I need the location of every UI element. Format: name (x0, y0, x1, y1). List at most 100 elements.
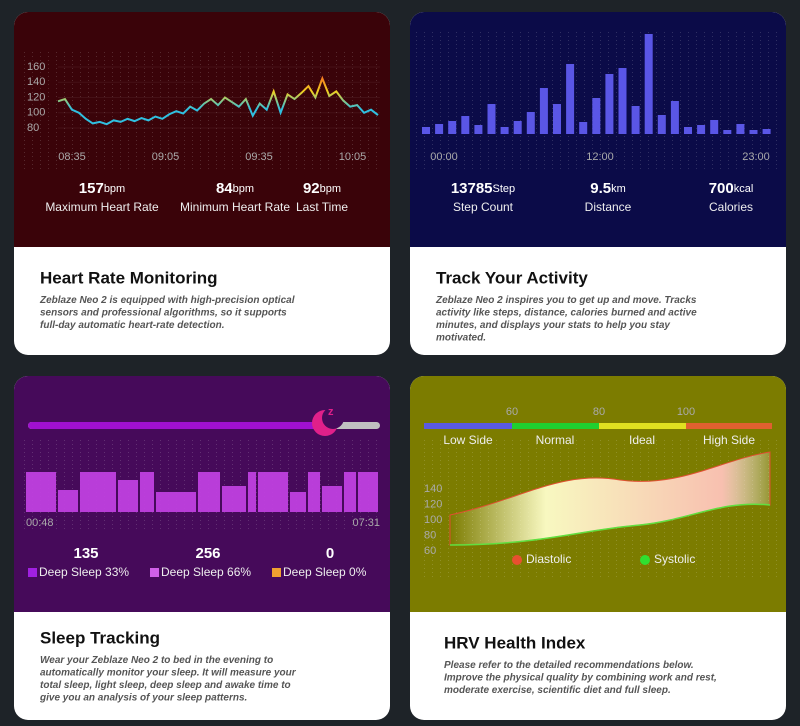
unit: bpm (320, 183, 341, 195)
legend-swatch (150, 568, 159, 577)
legend-label: Systolic (654, 552, 695, 566)
stat-label: Deep Sleep 66% (161, 565, 251, 579)
activity-bar (474, 125, 483, 134)
activity-bar (553, 104, 561, 134)
zone-label: High Side (703, 433, 755, 447)
stat-label: Last Time (296, 200, 348, 214)
activity-bar (579, 122, 588, 134)
card-sleep: z (14, 376, 390, 720)
x-tick-label: 00:00 (430, 151, 458, 163)
x-tick-label: 00:48 (26, 517, 54, 529)
y-tick-label: 80 (424, 529, 436, 541)
x-tick-label: 10:05 (339, 151, 367, 163)
y-tick-label: 60 (424, 545, 436, 557)
svg-text:z: z (328, 406, 334, 418)
description: Please refer to the detailed recommendat… (444, 660, 717, 696)
unit: bpm (104, 183, 125, 195)
legend-swatch (272, 568, 281, 577)
stat-label: Distance (585, 200, 632, 214)
activity-bar (723, 130, 732, 134)
x-tick-label: 07:31 (352, 517, 380, 529)
x-tick-label: 09:05 (152, 151, 180, 163)
activity-bar (657, 115, 666, 134)
value: 84 (216, 180, 233, 197)
card-title: HRV Health Index (444, 633, 586, 652)
heart-line (57, 75, 379, 126)
y-tick-label: 160 (27, 61, 45, 73)
activity-bar (697, 125, 706, 134)
stat-value: 9.5km (590, 180, 626, 197)
activity-bar (461, 116, 470, 134)
card-hrv (410, 376, 786, 720)
value: 92 (303, 180, 320, 197)
value: 9.5 (590, 180, 611, 197)
y-tick-label: 120 (27, 91, 45, 103)
stat-value: 157bpm (79, 180, 125, 197)
unit: bpm (233, 183, 254, 195)
card-title: Heart Rate Monitoring (40, 268, 218, 287)
y-tick-label: 100 (424, 514, 442, 526)
activity-bar (487, 104, 496, 134)
value: 13785 (451, 180, 493, 197)
legend-swatch (28, 568, 37, 577)
stat-value: 13785Step (451, 180, 515, 197)
x-tick-label: 09:35 (245, 151, 273, 163)
legend-dot (512, 555, 522, 565)
activity-bar (749, 130, 758, 134)
stat-label: Deep Sleep 0% (283, 565, 367, 579)
scale-label: 60 (506, 406, 518, 418)
stat-value: 0 (326, 545, 334, 562)
activity-bar (592, 98, 601, 134)
activity-bar (422, 127, 430, 134)
activity-bar (605, 74, 614, 134)
unit: km (611, 183, 626, 195)
scale-label: 80 (593, 406, 605, 418)
activity-bar (710, 120, 719, 134)
value: 157 (79, 180, 104, 197)
y-tick-label: 80 (27, 122, 39, 134)
description: Zeblaze Neo 2 is equipped with high-prec… (39, 295, 295, 331)
stat-label: Calories (709, 200, 753, 214)
zone-label: Low Side (443, 433, 493, 447)
stat-label: Minimum Heart Rate (180, 200, 290, 214)
activity-bar (539, 88, 548, 134)
stat-value: 135 (73, 545, 98, 562)
y-tick-label: 140 (424, 483, 442, 495)
x-tick-label: 12:00 (586, 151, 614, 163)
activity-bar (566, 64, 575, 134)
card-title: Sleep Tracking (40, 628, 160, 647)
stat-value: 84bpm (216, 180, 254, 197)
unit: Step (493, 183, 516, 195)
stat-value: 700kcal (709, 180, 754, 197)
activity-bar (736, 124, 745, 134)
stat-value: 256 (195, 545, 220, 562)
stat-label: Step Count (453, 200, 514, 214)
activity-bar (644, 34, 653, 134)
card-title: Track Your Activity (436, 268, 588, 287)
y-tick-label: 140 (27, 76, 45, 88)
x-tick-label: 08:35 (58, 151, 86, 163)
stat-label: Deep Sleep 33% (39, 565, 129, 579)
description: Wear your Zeblaze Neo 2 to bed in the ev… (39, 655, 297, 704)
activity-bar (435, 124, 444, 134)
activity-bar (448, 121, 457, 134)
y-tick-label: 120 (424, 498, 442, 510)
zone-label: Ideal (629, 433, 655, 447)
activity-bar (618, 68, 627, 134)
x-tick-label: 23:00 (742, 151, 770, 163)
description: Zeblaze Neo 2 inspires you to get up and… (435, 295, 697, 344)
unit: kcal (734, 183, 754, 195)
activity-bar (762, 129, 771, 134)
activity-bar (500, 127, 509, 134)
activity-bar (513, 121, 522, 134)
value: 700 (709, 180, 734, 197)
activity-bar (684, 127, 692, 134)
legend-dot (640, 555, 650, 565)
scale-label: 100 (677, 406, 695, 418)
legend-label: Diastolic (526, 552, 571, 566)
activity-bar (526, 112, 535, 134)
activity-bar (670, 101, 679, 134)
y-tick-label: 100 (27, 107, 45, 119)
stat-value: 92bpm (303, 180, 341, 197)
